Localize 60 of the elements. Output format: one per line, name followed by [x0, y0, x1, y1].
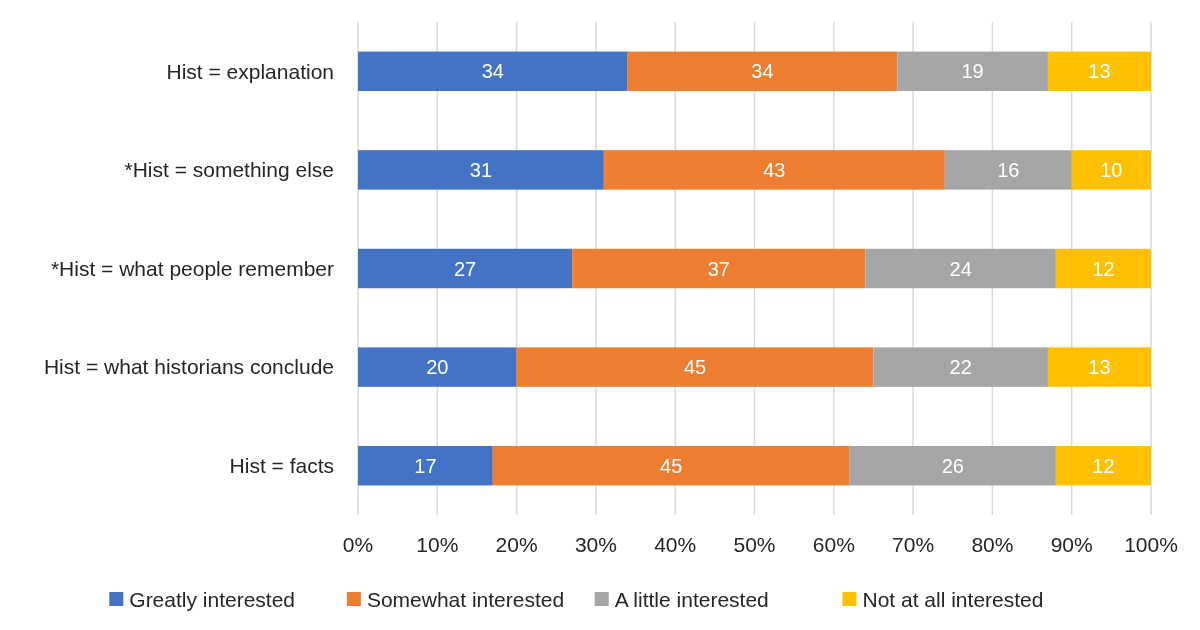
bar	[358, 51, 628, 92]
x-tick-label: 20%	[495, 533, 538, 556]
y-tick-label: Hist = what historians conclude	[43, 355, 334, 379]
data-label: 19	[961, 60, 984, 83]
bar	[516, 347, 874, 387]
x-tick-label: 0%	[342, 533, 374, 556]
legend-label: Somewhat interested	[366, 588, 565, 612]
y-tick-label: Hist = explanation	[166, 59, 334, 83]
bar	[1047, 347, 1151, 387]
data-label: 24	[949, 257, 972, 280]
data-label: 45	[660, 454, 683, 477]
bar	[358, 445, 493, 486]
bar	[603, 150, 945, 190]
x-tick-label: 70%	[892, 533, 935, 556]
data-label: 12	[1092, 454, 1115, 477]
data-label: 17	[414, 454, 437, 477]
data-label: 27	[453, 257, 477, 280]
data-label: 34	[481, 60, 504, 83]
bar	[358, 150, 604, 190]
legend-label: A little interested	[614, 588, 769, 612]
x-tick-label: 90%	[1050, 533, 1093, 556]
legend-label: Greatly interested	[129, 588, 296, 612]
data-label: 31	[469, 158, 493, 181]
bar	[1055, 248, 1151, 289]
data-label: 12	[1092, 257, 1115, 280]
data-label: 20	[426, 356, 449, 379]
bar	[873, 347, 1048, 387]
bar	[358, 347, 517, 387]
bar	[627, 51, 898, 92]
x-tick-label: 80%	[971, 533, 1014, 556]
x-tick-label: 30%	[574, 533, 617, 556]
y-tick-label: *Hist = what people remember	[50, 256, 334, 280]
legend-label: Not at all interested	[862, 588, 1044, 612]
data-label: 34	[751, 60, 774, 83]
bar	[1055, 445, 1151, 486]
bar	[944, 150, 1072, 190]
data-label: 45	[683, 356, 707, 379]
bar	[849, 445, 1056, 486]
x-tick-label: 50%	[733, 533, 776, 556]
x-tick-label: 40%	[654, 533, 697, 556]
data-label: 13	[1088, 356, 1111, 379]
data-label: 13	[1088, 60, 1111, 83]
bar	[358, 248, 573, 289]
x-tick-label: 100%	[1124, 533, 1178, 556]
bar	[897, 51, 1048, 92]
data-label: 26	[941, 454, 964, 477]
x-tick-label: 60%	[812, 533, 855, 556]
y-tick-label: Hist = facts	[229, 454, 334, 478]
data-label: 37	[707, 257, 730, 280]
data-label: 43	[763, 158, 786, 181]
bar	[1047, 51, 1151, 92]
bar	[865, 248, 1056, 289]
y-tick-label: *Hist = something else	[124, 158, 334, 182]
data-label: 16	[997, 158, 1020, 181]
data-label: 22	[949, 356, 972, 379]
x-tick-label: 10%	[416, 533, 459, 556]
data-label: 10	[1100, 158, 1123, 181]
bar	[1071, 150, 1151, 190]
bar	[572, 248, 866, 289]
bar	[492, 445, 850, 486]
